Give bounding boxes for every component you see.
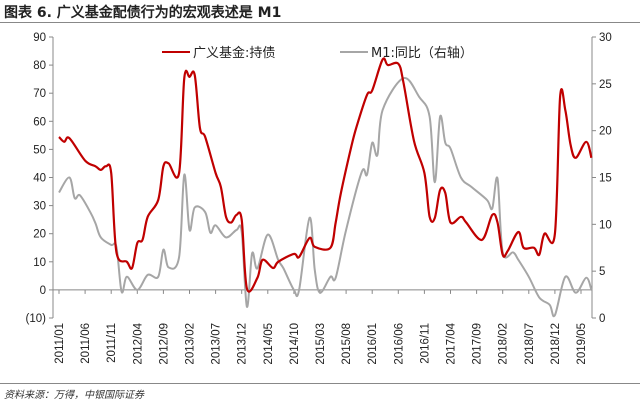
left-tick-label: 10	[33, 257, 46, 269]
x-tick-label: 2012/09	[158, 323, 170, 365]
x-tick-label: 2015/03	[315, 323, 327, 365]
axes: (10) 0 10 20 30 40 50 60 70 80 90 0 5 10 15 20 25 30 2011/…	[26, 32, 612, 365]
x-tick-label: 2012/04	[132, 322, 144, 364]
x-tick-label: 2016/01	[367, 323, 379, 365]
x-tick-label: 2016/06	[393, 323, 405, 365]
x-tick-label: 2011/11	[106, 323, 118, 363]
x-tick-label: 2013/02	[185, 323, 197, 365]
legend-swatch-red	[162, 50, 190, 53]
source-note: 资料来源：万得，中银国际证券	[4, 390, 144, 401]
legend-swatch-gray	[340, 50, 368, 53]
left-tick-label: 50	[33, 144, 46, 156]
legend-label: M1:同比（右轴）	[371, 46, 473, 61]
right-tick-label: 15	[599, 173, 612, 185]
right-tick-label: 30	[599, 32, 612, 44]
x-tick-label: 2016/11	[419, 323, 431, 364]
right-tick-label: 25	[599, 79, 612, 91]
left-tick-label: 80	[33, 60, 46, 72]
left-tick-label: 90	[33, 32, 46, 44]
series-line-bond-holdings	[58, 57, 593, 293]
left-tick-label: (10)	[26, 313, 47, 325]
x-tick-label: 2014/10	[289, 323, 301, 365]
x-tick-label: 2018/12	[550, 323, 562, 365]
left-tick-label: 30	[33, 201, 46, 213]
x-tick-label: 2019/05	[576, 323, 588, 365]
right-tick-label: 20	[599, 126, 612, 138]
source-divider	[0, 383, 640, 384]
chart-title: 图表 6. 广义基金配债行为的宏观表述是 M1	[4, 5, 282, 21]
x-tick-label: 2013/12	[237, 323, 249, 365]
left-tick-label: 60	[33, 116, 46, 128]
legend-label: 广义基金:持债	[193, 46, 276, 61]
title-divider	[0, 22, 640, 23]
x-tick-label: 2015/08	[341, 323, 353, 365]
series-lines	[58, 57, 593, 318]
left-tick-label: 70	[33, 88, 46, 100]
x-tick-label: 2014/05	[263, 323, 275, 365]
left-tick-label: 0	[40, 285, 46, 297]
left-tick-label: 40	[33, 173, 46, 185]
x-tick-label: 2018/07	[524, 323, 536, 365]
x-tick-label: 2011/06	[80, 323, 92, 364]
x-tick-label: 2011/01	[54, 323, 66, 364]
x-tick-label: 2017/09	[472, 323, 484, 365]
right-tick-label: 5	[599, 266, 605, 278]
left-tick-label: 20	[33, 229, 46, 241]
x-tick-label: 2018/02	[498, 323, 510, 365]
legend-item-bond-holdings: 广义基金:持债	[162, 42, 275, 61]
series-line-m1	[58, 77, 593, 318]
right-tick-label: 0	[599, 313, 605, 325]
right-tick-label: 10	[599, 219, 612, 231]
x-tick-label: 2017/04	[446, 322, 458, 364]
x-tick-label: 2013/07	[211, 323, 223, 365]
legend-item-m1: M1:同比（右轴）	[340, 42, 473, 61]
